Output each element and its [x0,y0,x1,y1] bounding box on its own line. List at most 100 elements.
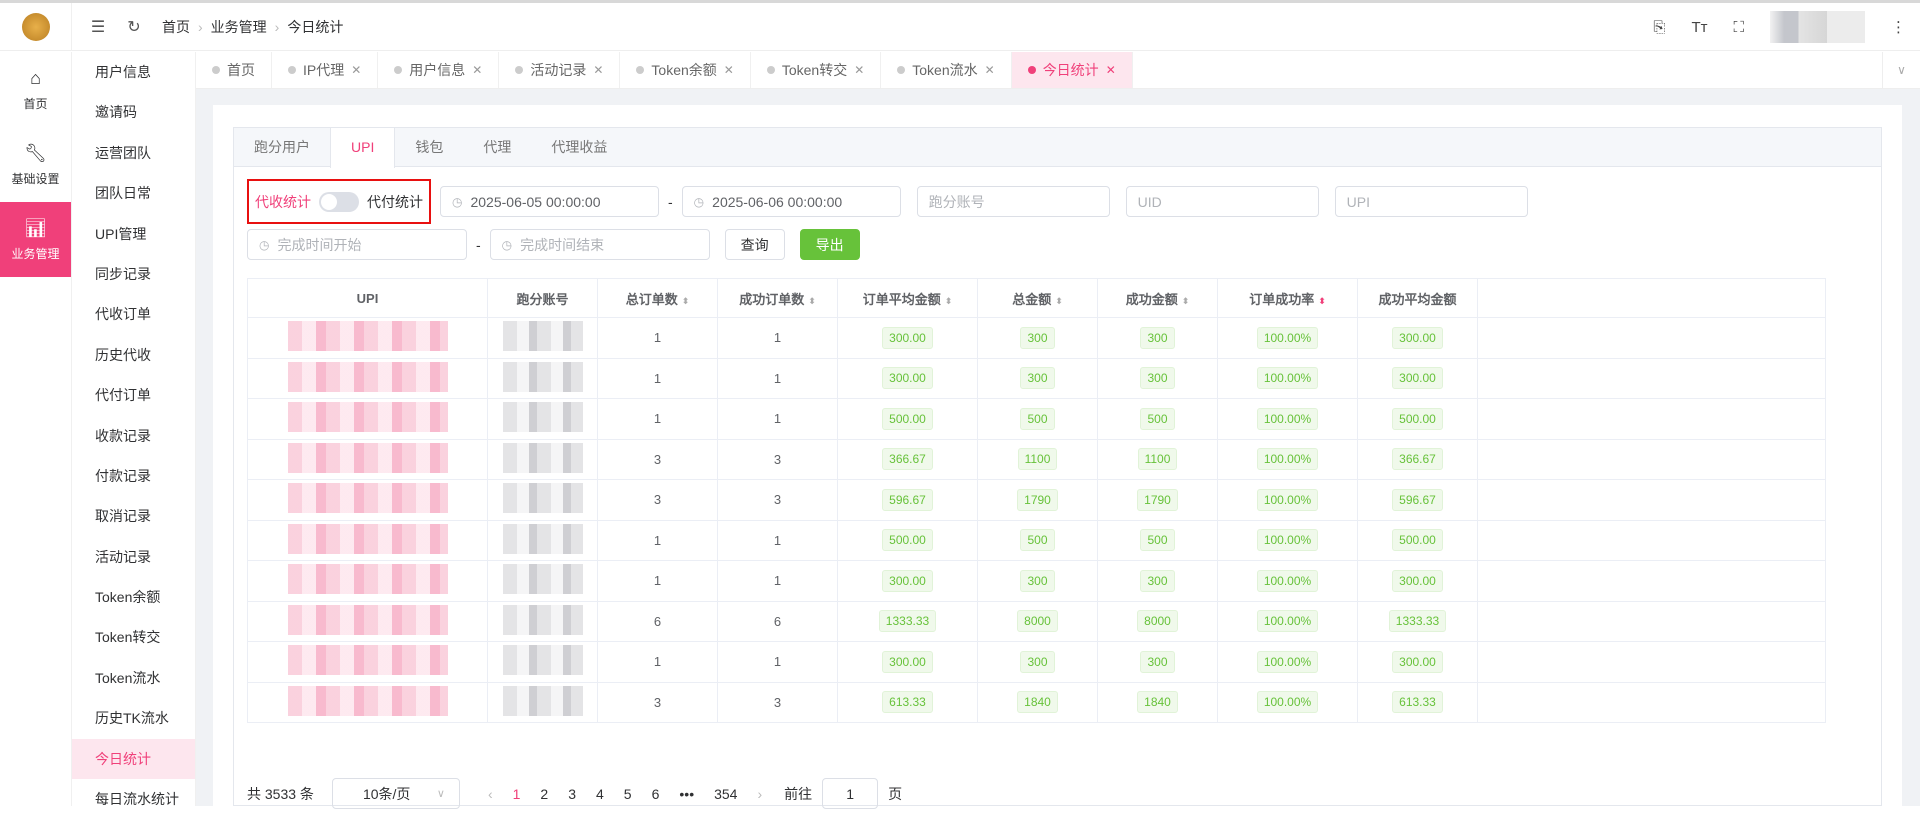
sub-nav-item[interactable]: Token余额 [95,589,161,606]
column-header[interactable]: 订单平均金额 ⬍ [837,278,978,318]
sub-nav-item[interactable]: 历史代收 [95,346,151,363]
upi-cell [247,560,488,602]
column-header[interactable]: 总订单数 ⬍ [597,278,718,318]
toggle-right-label[interactable]: 代付统计 [367,193,423,210]
column-header[interactable]: UPI [247,278,488,318]
sort-icon[interactable]: ⬍ [1055,295,1063,306]
sub-nav-item[interactable]: 代付订单 [95,387,151,404]
page-number[interactable]: 5 [623,785,632,802]
font-size-icon[interactable]: Tт [1691,18,1708,36]
breadcrumb-item[interactable]: 首页 [162,18,190,35]
page-number[interactable]: 1 [512,785,521,802]
query-button[interactable]: 查询 [724,229,785,260]
sort-icon[interactable]: ⬍ [1318,295,1326,306]
sort-icon[interactable]: ⬍ [808,295,816,306]
main-nav: ⌂ 首页 🔧︎ 基础设置 📊︎ 业务管理 [0,52,72,806]
sub-nav-item[interactable]: 代收订单 [95,306,151,323]
close-icon[interactable]: ✕ [351,63,362,77]
page-tab[interactable]: Token余额 ✕ [620,52,751,88]
column-header[interactable]: 跑分账号 [487,278,598,318]
redacted-upi [287,402,448,433]
account-input[interactable]: 跑分账号 [916,186,1110,217]
column-header[interactable]: 成功金额 ⬍ [1097,278,1218,318]
sub-nav-item[interactable]: 历史TK流水 [95,710,169,727]
sub-nav-item[interactable]: 用户信息 [95,64,151,80]
inner-tab[interactable]: 钱包 [415,139,444,155]
page-number[interactable]: 2 [540,785,549,802]
close-icon[interactable]: ✕ [723,63,734,77]
fullscreen-icon[interactable]: ⛶ [1733,18,1744,36]
close-icon[interactable]: ✕ [1105,63,1116,77]
switch[interactable] [319,191,359,212]
inner-tab[interactable]: 跑分用户 [254,139,310,155]
sub-nav-item[interactable]: 团队日常 [95,185,151,202]
goto-page-input[interactable]: 1 [822,778,879,809]
sub-nav-item[interactable]: 邀请码 [95,104,137,121]
done-start-input[interactable]: ◷ 完成时间开始 [247,229,467,260]
refresh-icon[interactable]: ↻ [127,18,141,36]
end-time-input[interactable]: ◷ 2025-06-06 00:00:00 [681,186,901,217]
sub-nav-item[interactable]: Token转交 [95,629,161,646]
export-button[interactable]: 导出 [799,229,860,260]
sub-nav-item[interactable]: 每日流水统计 [95,791,179,808]
column-header[interactable]: 总金额 ⬍ [977,278,1098,318]
sub-nav-item[interactable]: 付款记录 [95,467,151,484]
column-header[interactable]: 成功订单数 ⬍ [717,278,838,318]
column-header[interactable]: 订单成功率 ⬍ [1217,278,1358,318]
chevron-down-icon[interactable]: ∨ [1882,52,1920,89]
sub-nav-item[interactable]: 同步记录 [95,265,151,282]
breadcrumb-item[interactable]: 业务管理 [210,18,267,35]
nav-business[interactable]: 📊︎ 业务管理 [0,202,71,277]
nav-settings[interactable]: 🔧︎ 基础设置 [0,127,71,202]
page-number[interactable]: 354 [714,785,738,802]
close-icon[interactable]: ✕ [854,63,865,77]
sub-nav-item[interactable]: 今日统计 [72,738,195,780]
done-end-input[interactable]: ◷ 完成时间结束 [489,229,710,260]
logo[interactable] [0,2,72,51]
tab-label: Token转交 [781,62,848,78]
sub-nav-item[interactable]: 收款记录 [95,427,151,444]
sub-nav-item[interactable]: 取消记录 [95,508,151,525]
page-tab[interactable]: Token转交 ✕ [751,52,882,88]
upi-input[interactable]: UPI [1334,186,1528,217]
start-time-input[interactable]: ◷ 2025-06-05 00:00:00 [440,186,659,217]
page-number[interactable]: 3 [568,785,576,802]
upi-cell [247,358,488,399]
redacted-account [502,361,583,392]
nav-home[interactable]: ⌂ 首页 [0,52,71,127]
next-page-icon[interactable]: › [757,785,763,802]
close-icon[interactable]: ✕ [593,63,604,77]
menu-fold-icon[interactable]: ☰ [90,18,106,36]
sub-nav-item[interactable]: 活动记录 [95,548,151,565]
uid-input[interactable]: UID [1125,186,1319,217]
sort-icon[interactable]: ⬍ [944,295,953,306]
page-size-select[interactable]: 10条/页 ∨ [331,778,460,809]
avatar[interactable] [1770,11,1865,43]
sort-icon[interactable]: ⬍ [681,295,690,306]
sort-icon[interactable]: ⬍ [1181,295,1190,306]
page-number[interactable]: 6 [651,785,660,802]
page-tab[interactable]: IP代理 ✕ [272,52,379,88]
page-tab[interactable]: 活动记录 ✕ [499,52,621,88]
page-tab[interactable]: Token流水 ✕ [881,52,1012,88]
stat-type-toggle[interactable]: 代收统计 代付统计 [247,179,431,224]
more-icon[interactable]: ⋮ [1891,19,1906,36]
page-tab[interactable]: 今日统计 ✕ [1011,52,1133,88]
inner-tab[interactable]: 代理 [483,139,512,155]
prev-page-icon[interactable]: ‹ [487,785,493,802]
close-icon[interactable]: ✕ [472,63,483,77]
translate-icon[interactable]: ⎘ [1653,18,1666,36]
inner-tab[interactable]: 代理收益 [551,139,608,155]
page-number[interactable]: 4 [596,785,604,802]
column-header[interactable]: 成功平均金额 [1357,278,1478,318]
sub-nav-item[interactable]: 运营团队 [95,144,151,161]
table-cell: 300 [977,560,1098,602]
page-tab[interactable]: 用户信息 ✕ [378,52,500,88]
toggle-left-label[interactable]: 代收统计 [255,193,311,210]
page-number[interactable]: ••• [679,785,695,802]
page-tab[interactable]: 首页 [196,52,272,88]
inner-tab[interactable]: UPI [330,128,396,168]
sub-nav-item[interactable]: Token流水 [95,669,161,686]
close-icon[interactable]: ✕ [984,63,995,77]
sub-nav-item[interactable]: UPI管理 [95,225,147,242]
